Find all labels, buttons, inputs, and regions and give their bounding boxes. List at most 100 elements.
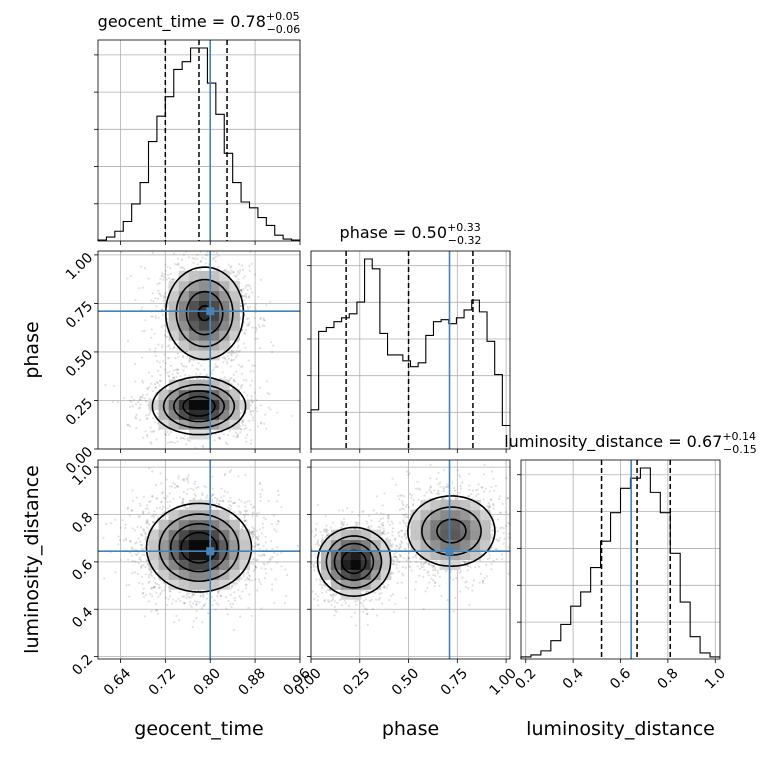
sample-point <box>330 599 333 602</box>
sample-point <box>243 321 246 324</box>
sample-point <box>251 506 254 509</box>
sample-point <box>215 501 218 505</box>
sample-point <box>143 397 146 400</box>
sample-point <box>490 536 493 539</box>
sample-point <box>241 419 245 422</box>
sample-point <box>286 574 289 577</box>
sample-point <box>240 372 243 375</box>
sample-point <box>148 411 152 414</box>
sample-point <box>210 506 213 509</box>
sample-point <box>220 487 223 490</box>
sample-point <box>236 346 240 349</box>
sample-point <box>236 354 239 357</box>
sample-point <box>191 625 194 628</box>
sample-point <box>370 598 373 601</box>
sample-point <box>148 500 151 503</box>
sample-point <box>172 620 176 624</box>
density-cell <box>219 529 230 541</box>
sample-point <box>150 336 153 339</box>
sample-point <box>254 337 257 340</box>
sample-point <box>251 515 254 518</box>
sample-point <box>176 368 179 371</box>
sample-point <box>218 437 221 440</box>
sample-point <box>230 585 234 588</box>
density-cell <box>219 559 230 570</box>
sample-point <box>240 291 243 294</box>
sample-point <box>145 593 148 597</box>
sample-point <box>150 571 153 574</box>
sample-point <box>141 553 144 556</box>
sample-point <box>124 537 128 540</box>
sample-point <box>260 583 263 586</box>
sample-point <box>263 577 267 580</box>
sample-point <box>239 289 243 292</box>
sample-point <box>164 263 167 266</box>
sample-point <box>155 591 158 594</box>
sample-point <box>236 340 239 343</box>
sample-point <box>117 535 120 538</box>
sample-point <box>152 586 155 589</box>
sample-point <box>250 503 253 506</box>
sample-point <box>153 585 157 588</box>
sample-point <box>176 485 179 488</box>
sample-point <box>262 562 265 565</box>
sample-point <box>195 269 198 272</box>
sample-point <box>189 596 192 599</box>
sample-point <box>265 427 268 430</box>
sample-point <box>140 547 144 550</box>
density-cell <box>209 569 220 580</box>
sample-point <box>262 317 265 320</box>
sample-point <box>172 598 175 601</box>
sample-point <box>248 264 251 267</box>
sample-point <box>160 453 162 455</box>
sample-point <box>123 526 127 530</box>
sample-point <box>253 534 256 537</box>
sample-point <box>256 558 259 561</box>
sample-point <box>146 518 149 522</box>
sample-point <box>175 436 178 439</box>
sample-point <box>217 603 220 606</box>
density-cell <box>168 539 180 551</box>
sample-point <box>258 347 261 350</box>
sample-point <box>134 553 137 556</box>
sample-point <box>211 604 214 607</box>
sample-point <box>172 497 175 500</box>
sample-point <box>244 579 247 582</box>
sample-point <box>156 282 159 286</box>
sample-point <box>247 308 250 311</box>
sample-point <box>143 538 147 541</box>
sample-point <box>233 378 236 381</box>
sample-point <box>103 577 106 580</box>
sample-point <box>152 586 155 589</box>
sample-point <box>213 366 217 369</box>
sample-point <box>229 469 233 472</box>
sample-point <box>182 477 185 481</box>
sample-point <box>259 317 263 320</box>
sample-point <box>134 298 137 302</box>
sample-point <box>172 481 175 485</box>
density-cell <box>209 559 220 570</box>
sample-point <box>238 272 241 275</box>
title-upper-error: +0.14 <box>722 430 756 443</box>
sample-point <box>117 543 120 546</box>
sample-point <box>239 317 242 320</box>
sample-point <box>250 262 253 265</box>
sample-point <box>131 405 134 408</box>
density-cell <box>199 350 210 361</box>
sample-point <box>232 351 235 354</box>
sample-point <box>192 498 195 501</box>
sample-point <box>180 502 183 505</box>
sample-point <box>237 363 240 366</box>
sample-point <box>182 601 185 604</box>
sample-point <box>260 532 263 535</box>
sample-point <box>296 544 300 548</box>
sample-point <box>268 557 271 561</box>
sample-point <box>238 579 241 582</box>
sample-point <box>271 556 274 559</box>
sample-point <box>183 365 186 368</box>
density-cell <box>158 519 170 531</box>
sample-point <box>429 485 432 488</box>
sample-point <box>242 378 245 381</box>
sample-point <box>161 346 164 349</box>
sample-point <box>461 559 464 563</box>
